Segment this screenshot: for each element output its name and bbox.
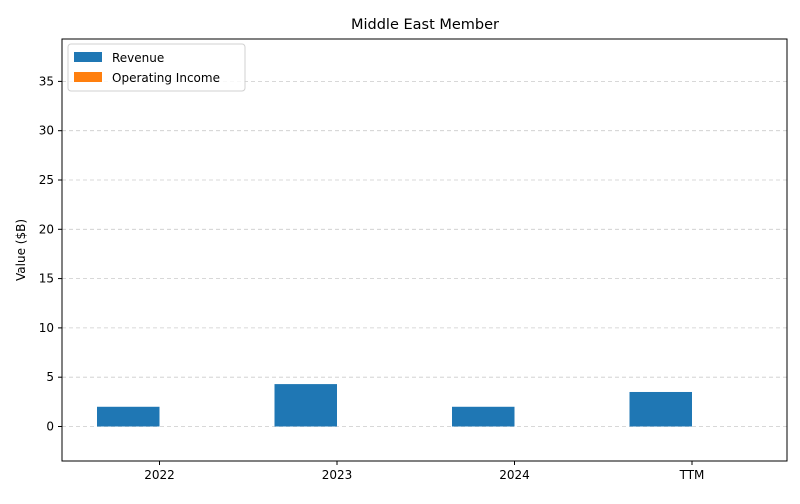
bars	[97, 384, 692, 427]
legend-label: Revenue	[112, 51, 164, 65]
legend-swatch	[74, 72, 102, 82]
y-tick-label: 15	[39, 272, 54, 286]
y-tick-label: 20	[39, 222, 54, 236]
y-tick-label: 30	[39, 124, 54, 138]
plot-frame	[61, 38, 788, 462]
chart-title: Middle East Member	[351, 17, 499, 33]
legend-label: Operating Income	[112, 71, 220, 85]
bar-revenue	[274, 384, 337, 427]
y-tick-label: 25	[39, 173, 54, 187]
gridlines	[62, 80, 787, 427]
y-tick-label: 5	[46, 370, 54, 384]
bar-revenue	[97, 406, 160, 427]
legend-swatch	[74, 52, 102, 62]
x-tick-label: TTM	[679, 468, 705, 482]
legend-box	[67, 43, 246, 92]
legend: Revenue Operating Income	[67, 43, 246, 92]
y-tick-label: 35	[39, 74, 54, 88]
x-tick-label: 2023	[322, 468, 353, 482]
bar-revenue	[452, 406, 515, 427]
x-axis-ticks: 2022 2023 2024 TTM	[144, 461, 704, 482]
y-tick-label: 10	[39, 321, 54, 335]
x-tick-label: 2024	[499, 468, 530, 482]
y-axis-label: Value ($B)	[14, 219, 28, 281]
x-tick-label: 2022	[144, 468, 175, 482]
bar-revenue	[629, 391, 692, 427]
y-axis-ticks: 0 5 10 15 20 25 30 35	[39, 74, 62, 433]
y-tick-label: 0	[46, 419, 54, 433]
